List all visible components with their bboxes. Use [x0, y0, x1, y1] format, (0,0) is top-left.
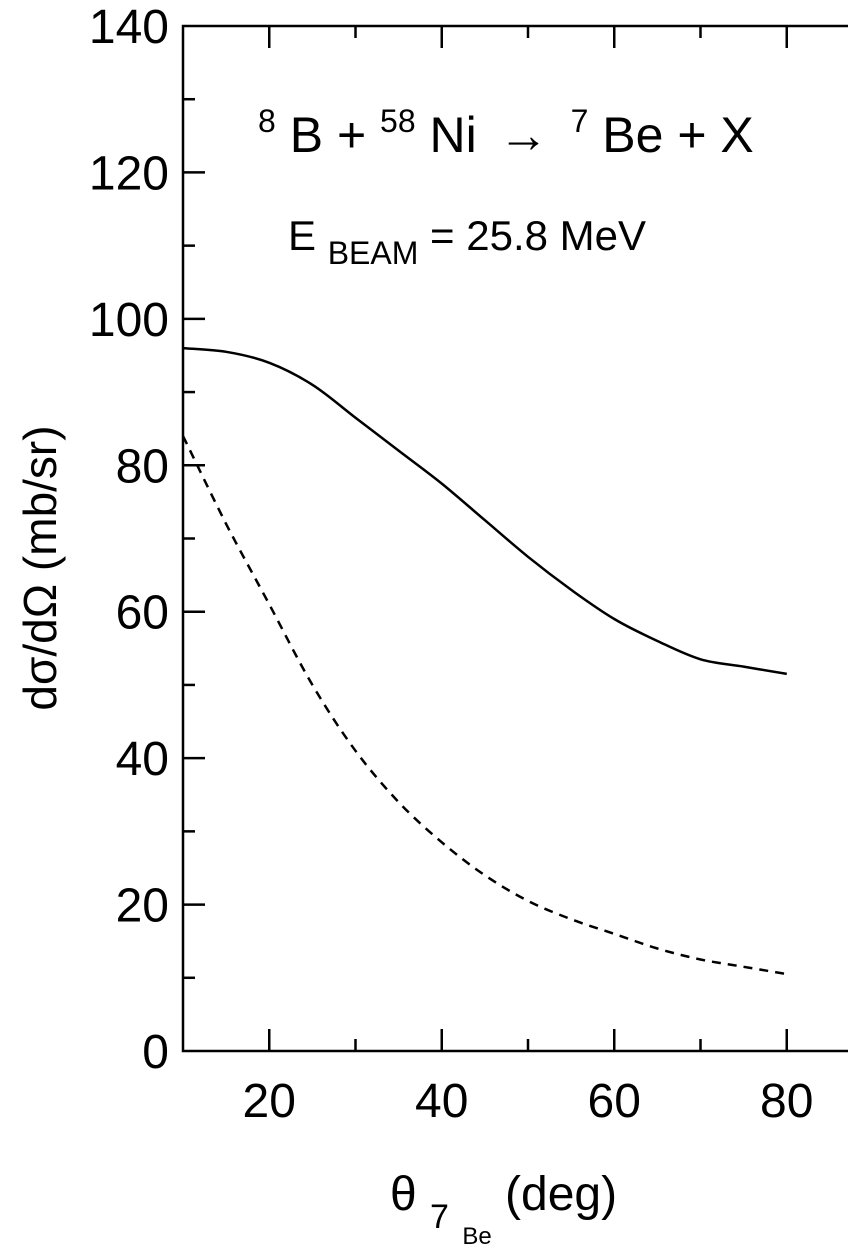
title-arrow: → [499, 107, 549, 163]
series-dashed-curve [181, 435, 788, 976]
title-be-mass: 7 [571, 103, 589, 139]
y-tick-label: 80 [116, 440, 169, 493]
x-label-sub-mass: 7 [430, 1198, 449, 1236]
x-tick-label: 60 [588, 1075, 641, 1128]
title-ni: Ni [430, 107, 477, 163]
series-solid-curve [182, 346, 788, 676]
x-axis-label: θ 7 Be (deg) [390, 1168, 617, 1253]
title-b: B + [290, 107, 380, 163]
series-layer [181, 346, 788, 976]
title-ni-mass: 58 [380, 103, 416, 139]
x-label-theta: θ [390, 1168, 417, 1221]
title-be: Be + X [602, 107, 754, 163]
plot-frame [181, 24, 848, 1053]
chart-title: 8 B + 58 Ni → 7 Be + X [258, 87, 754, 163]
y-tick-label: 60 [116, 587, 169, 640]
axis-tick-labels: 20 40 60 80 0 20 40 60 80 100 120 140 [89, 1, 814, 1128]
y-tick-label: 120 [89, 147, 169, 200]
annotation-e-sub: BEAM [328, 235, 419, 271]
y-tick-label: 0 [142, 1026, 169, 1079]
x-tick-label: 80 [760, 1075, 813, 1128]
axis-ticks [183, 26, 788, 1051]
annotation-e: E [288, 212, 316, 259]
beam-energy-annotation: E BEAM = 25.8 MeV [288, 212, 646, 273]
annotation-value: = 25.8 MeV [430, 212, 646, 259]
title-b-mass: 8 [258, 103, 276, 139]
x-label-sub-elem: Be [462, 1223, 491, 1250]
y-tick-label: 40 [116, 733, 169, 786]
y-tick-label: 20 [116, 880, 169, 933]
y-tick-label: 140 [89, 1, 169, 54]
x-label-unit: (deg) [505, 1168, 617, 1221]
x-tick-label: 20 [243, 1075, 296, 1128]
x-tick-label: 40 [415, 1075, 468, 1128]
y-tick-label: 100 [89, 294, 169, 347]
y-axis-label: dσ/dΩ (mb/sr) [14, 425, 66, 710]
